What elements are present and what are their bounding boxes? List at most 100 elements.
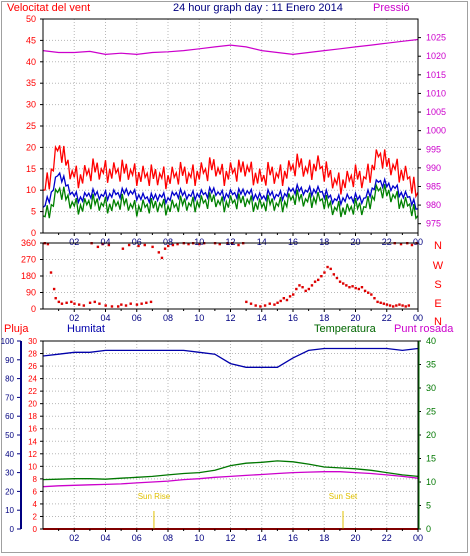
wind-ytick-label: 40 [26, 57, 36, 67]
direction-point [124, 304, 128, 307]
temp-ytick-label: 10 [426, 477, 436, 487]
compass-label: N [434, 316, 442, 328]
wind-ytick-label: 45 [26, 35, 36, 45]
hum-ytick-label: 20 [28, 400, 37, 409]
pressure-ytick-label: 985 [426, 181, 441, 191]
direction-point [370, 293, 373, 296]
hum-xtick-label: 04 [100, 533, 110, 543]
direction-point [298, 284, 301, 287]
direction-point [307, 287, 311, 291]
hum-ytick-label: 14 [28, 437, 37, 446]
direction-point [135, 303, 139, 306]
sunset-label: Sun Set [329, 492, 358, 501]
direction-point [313, 280, 317, 283]
pressure-ytick-label: 1015 [426, 70, 446, 80]
dir-xtick-label: 20 [350, 313, 360, 323]
rain-ytick-label: 0 [10, 525, 15, 534]
temp-ytick-label: 25 [426, 407, 436, 417]
pressure-ytick-label: 990 [426, 163, 441, 173]
series-speed [42, 171, 419, 210]
direction-point [360, 286, 364, 289]
hum-xtick-label: 02 [69, 533, 79, 543]
axes-layer: 0510152025303540455097598098599099510001… [1, 14, 446, 543]
hum-xtick-label: 22 [382, 533, 392, 543]
direction-point [295, 287, 298, 291]
series-layer: Sun Rise Sun Set [42, 38, 419, 530]
wind-ytick-label: 35 [26, 78, 36, 88]
direction-point [160, 256, 164, 260]
rain-label: Pluja [4, 323, 29, 335]
temp-ytick-label: 15 [426, 454, 436, 464]
direction-point [285, 298, 289, 302]
grid-layer [43, 19, 419, 529]
direction-point [345, 284, 348, 287]
temp-ytick-label: 35 [426, 360, 436, 370]
hum-ytick-label: 18 [28, 412, 37, 421]
direction-point [198, 242, 201, 246]
direction-point [117, 305, 120, 308]
direction-point [263, 304, 267, 307]
direction-point [57, 300, 61, 304]
direction-point [379, 301, 382, 304]
hum-ytick-label: 28 [28, 350, 37, 359]
direction-point [82, 304, 86, 307]
wind-ytick-label: 5 [31, 207, 36, 217]
hum-ytick-label: 2 [33, 512, 38, 521]
direction-point [338, 280, 342, 283]
direction-point [376, 300, 379, 304]
dir-xtick-label: 10 [194, 313, 204, 323]
dir-xtick-label: 16 [288, 313, 298, 323]
direction-point [149, 300, 153, 304]
direction-point [288, 295, 292, 298]
direction-point [110, 305, 114, 308]
direction-point [101, 242, 104, 246]
hum-ytick-label: 10 [28, 462, 37, 471]
hum-ytick-label: 12 [28, 450, 37, 459]
temp-ytick-label: 30 [426, 383, 436, 393]
rain-ytick-label: 80 [5, 375, 14, 384]
direction-point [107, 243, 111, 247]
series-avg [42, 182, 419, 220]
temp-ytick-label: 40 [426, 336, 436, 346]
wind-xtick-label: 02 [69, 237, 79, 247]
dir-ytick-label: 180 [21, 271, 36, 281]
series-gust [42, 144, 419, 199]
wind-xtick-label: 12 [225, 237, 235, 247]
compass-label: N [434, 240, 442, 252]
humidity-label: Humitat [67, 323, 105, 335]
direction-point [218, 242, 221, 246]
dir-xtick-label: 12 [225, 313, 235, 323]
rain-ytick-label: 70 [5, 393, 14, 402]
direction-point [310, 284, 314, 287]
temperature-label: Temperatura [314, 323, 377, 335]
direction-point [70, 300, 73, 304]
pressure-ytick-label: 980 [426, 200, 441, 210]
direction-point [348, 286, 351, 289]
direction-point [363, 289, 367, 293]
direction-point [395, 304, 398, 307]
direction-point [49, 271, 53, 274]
dir-xtick-label: 02 [69, 313, 79, 323]
direction-point [98, 302, 101, 305]
hum-ytick-label: 30 [28, 337, 37, 346]
wind-panel-frame [42, 18, 419, 234]
direction-point [129, 302, 132, 305]
hum-ytick-label: 4 [33, 500, 38, 509]
direction-point [320, 275, 323, 278]
temp-ytick-label: 20 [426, 430, 436, 440]
rain-ytick-label: 20 [5, 487, 14, 496]
dir-ytick-label: 90 [26, 288, 36, 298]
wind-xtick-label: 00 [413, 237, 423, 247]
hum-xtick-label: 12 [225, 533, 235, 543]
direction-point [399, 242, 403, 246]
wind-ytick-label: 30 [26, 100, 36, 110]
wind-xtick-label: 04 [100, 237, 110, 247]
direction-point [54, 297, 57, 300]
rain-ytick-label: 40 [5, 450, 14, 459]
direction-point [385, 303, 389, 306]
direction-point [140, 302, 143, 305]
direction-point [46, 242, 50, 246]
wind-xtick-label: 16 [288, 237, 298, 247]
direction-point [351, 285, 354, 288]
compass-label: E [434, 298, 441, 310]
